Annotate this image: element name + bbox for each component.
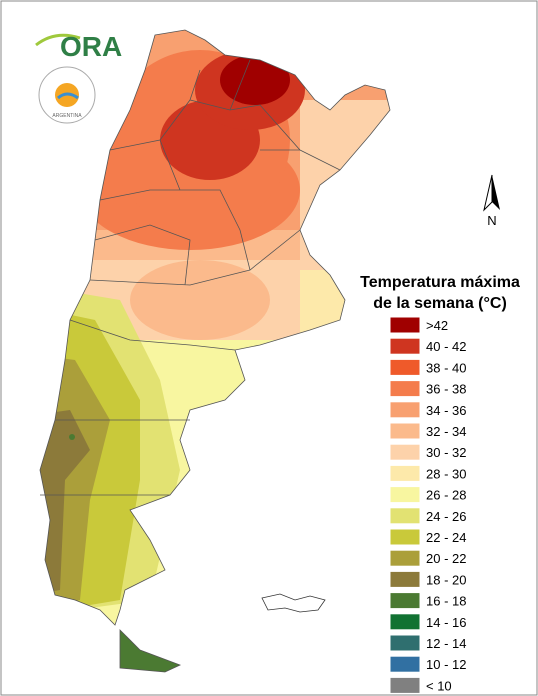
legend-label: 20 - 22 [426, 551, 466, 566]
legend-label: 26 - 28 [426, 488, 466, 503]
legend-label: 38 - 40 [426, 360, 466, 375]
legend: Temperatura máxima de la semana (°C) >42 40… [360, 274, 520, 694]
islands [261, 593, 326, 613]
legend-swatch [389, 570, 421, 588]
legend-swatch [389, 549, 421, 567]
legend-swatch [389, 337, 421, 355]
legend-swatch [389, 634, 421, 652]
legend-label: 34 - 36 [426, 403, 466, 418]
legend-label: 12 - 14 [426, 636, 466, 651]
legend-swatch [389, 676, 421, 694]
legend-label: < 10 [426, 678, 452, 693]
legend-swatch [389, 507, 421, 525]
legend-label: 36 - 38 [426, 382, 466, 397]
legend-swatch [389, 464, 421, 482]
north-arrow-right [492, 175, 500, 210]
legend-swatch [389, 528, 421, 546]
province-borders [39, 29, 391, 626]
legend-label: >42 [426, 318, 448, 333]
legend-label: 24 - 26 [426, 509, 466, 524]
legend-label: 30 - 32 [426, 445, 466, 460]
legend-swatch [389, 401, 421, 419]
logo-wave [57, 92, 79, 100]
legend-swatch [389, 443, 421, 461]
legend-swatch [389, 655, 421, 673]
legend-label: 16 - 18 [426, 594, 466, 609]
logo-name: ORA [60, 31, 122, 62]
legend-label: 22 - 24 [426, 530, 466, 545]
legend-label: 18 - 20 [426, 572, 466, 587]
legend-title: Temperatura máxima [360, 274, 520, 291]
legend-label: 32 - 34 [426, 424, 466, 439]
legend-swatch [389, 592, 421, 610]
north-arrow: N [483, 174, 500, 228]
legend-title: de la semana (°C) [373, 295, 507, 312]
legend-label: 10 - 12 [426, 657, 466, 672]
logo-country: ARGENTINA [52, 113, 82, 119]
legend-swatch [389, 422, 421, 440]
north-label: N [487, 213, 496, 228]
legend-swatch [389, 486, 421, 504]
legend-label: 40 - 42 [426, 339, 466, 354]
legend-swatch [389, 358, 421, 376]
legend-swatch [389, 613, 421, 631]
logo-swoosh [35, 33, 81, 47]
legend-label: 14 - 16 [426, 615, 466, 630]
legend-swatch [389, 316, 421, 334]
legend-label: 28 - 30 [426, 466, 466, 481]
tierra-del-fuego [119, 629, 182, 673]
logo: ORA ARGENTINA [35, 31, 122, 124]
legend-swatch [389, 380, 421, 398]
